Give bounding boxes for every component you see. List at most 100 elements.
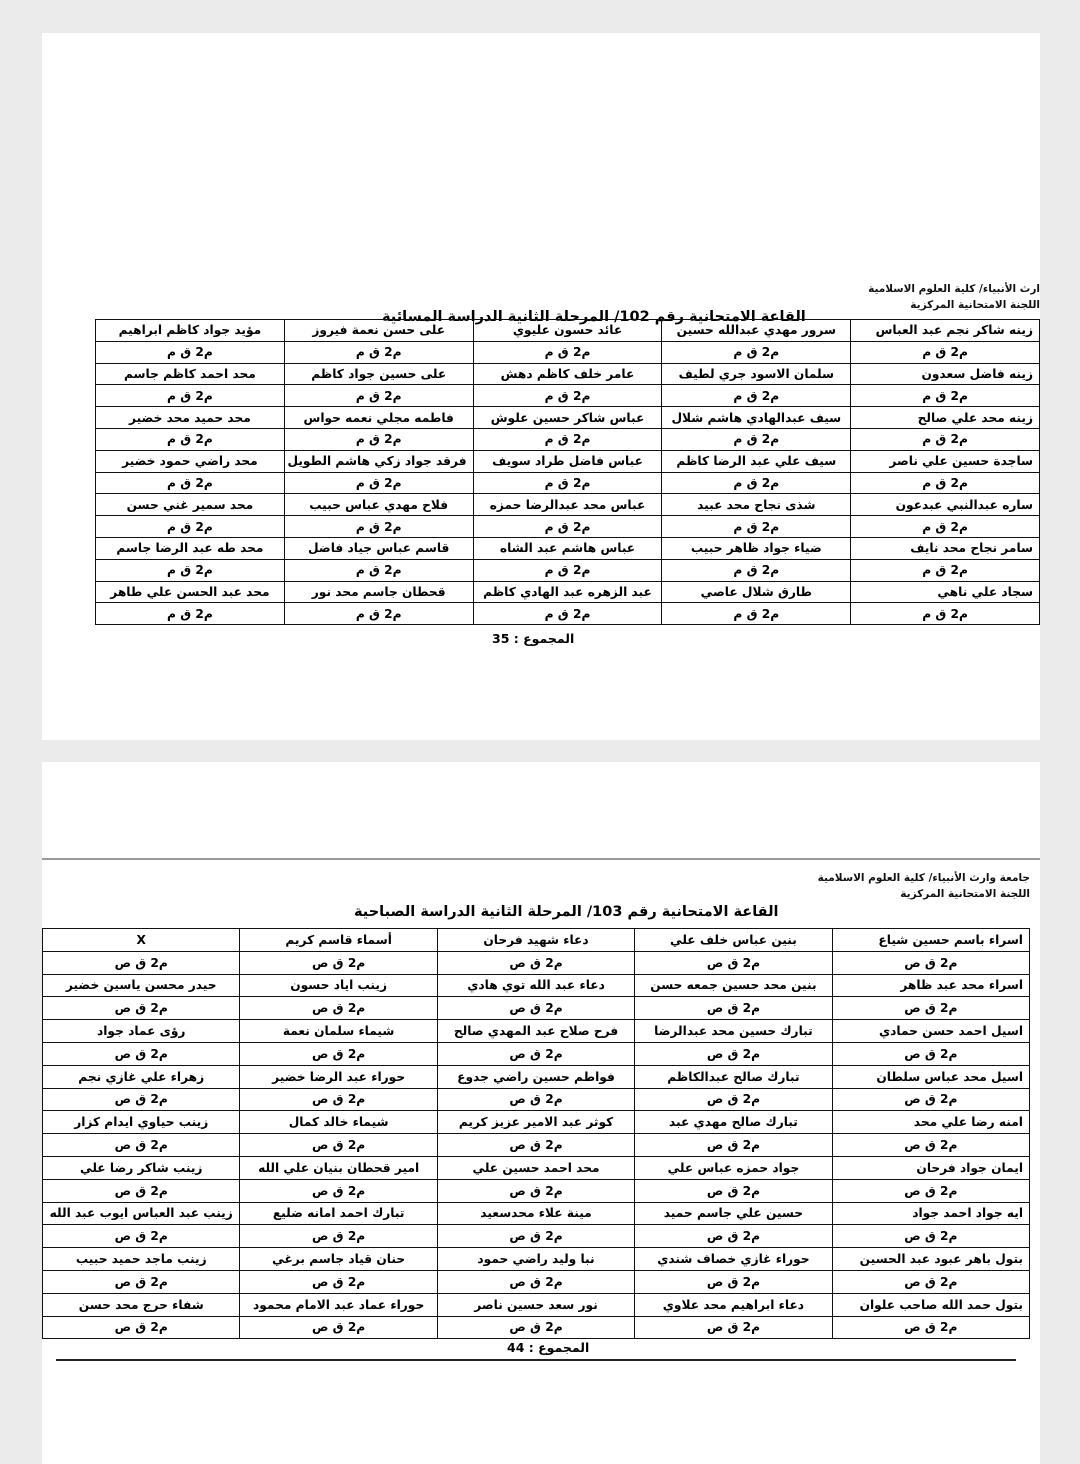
student-name: محد عبد الحسن علي طاهر xyxy=(95,580,285,604)
stage-code: م2 ق ص xyxy=(42,1087,241,1112)
student-name: شيماء سلمان نعمة xyxy=(239,1019,438,1043)
stage-code: م2 ق ص xyxy=(239,1269,438,1294)
student-name: على حسن نعمة فيروز xyxy=(283,319,474,342)
code-row: م2 ق ص م2 ق ص م2 ق ص م2 ق ص م2 ق ص xyxy=(42,1315,1031,1340)
scanned-page-hall-103: جامعة وارث الأنبياء/ كلية العلوم الاسلام… xyxy=(42,762,1040,1464)
code-row: م2 ق م م2 ق م م2 ق م م2 ق م م2 ق م xyxy=(95,558,1040,582)
stage-code: م2 ق ص xyxy=(831,1041,1031,1066)
student-name: بتول باهر عبود عبد الحسين xyxy=(831,1247,1031,1271)
stage-code: م2 ق ص xyxy=(634,1041,833,1066)
stage-code: م2 ق ص xyxy=(239,996,438,1021)
stage-code: م2 ق م xyxy=(850,427,1040,451)
stage-code: م2 ق ص xyxy=(831,1133,1031,1157)
name-row: اسراء محد عبد ظاهر بنين محد حسين جمعه حسن… xyxy=(42,973,1031,998)
stage-code: م2 ق ص xyxy=(831,1315,1031,1340)
student-name: تبارك حسين محد عبدالرضا xyxy=(634,1019,833,1043)
student-name: على حسين جواد كاظم xyxy=(283,362,474,386)
name-row: ايه جواد احمد جواد حسين علي جاسم حميد مينة… xyxy=(42,1201,1031,1226)
stage-code: م2 ق م xyxy=(850,340,1040,364)
stage-code: م2 ق م xyxy=(472,515,663,538)
stage-code: م2 ق ص xyxy=(634,1269,833,1294)
name-row: امنه رضا علي محد تبارك صالح مهدي عبد كوثر … xyxy=(42,1110,1031,1135)
stage-code: م2 ق ص xyxy=(634,996,833,1021)
student-name: اسراء محد عبد ظاهر xyxy=(831,973,1031,998)
stage-code: م2 ق ص xyxy=(634,1133,833,1157)
stage-code: م2 ق م xyxy=(472,471,663,495)
code-row: م2 ق ص م2 ق ص م2 ق ص م2 ق ص م2 ق ص xyxy=(42,1269,1031,1294)
student-name: جواد حمزه عباس علي xyxy=(634,1155,833,1180)
student-name: اسيل احمد حسن حمادي xyxy=(831,1019,1031,1043)
student-name: فرقد جواد زكي هاشم الطويل xyxy=(283,449,474,473)
code-row: م2 ق م م2 ق م م2 ق م م2 ق م م2 ق م xyxy=(95,340,1040,364)
student-name: ساجدة حسين علي ناصر xyxy=(850,449,1040,473)
student-name: امير قحطان بنيان علي الله xyxy=(239,1155,438,1180)
code-row: م2 ق ص م2 ق ص م2 ق ص م2 ق ص م2 ق ص xyxy=(42,1087,1031,1112)
student-name: عباس فاضل طراد سويف xyxy=(472,449,663,473)
stage-code: م2 ق م xyxy=(283,340,474,364)
code-row: م2 ق م م2 ق م م2 ق م م2 ق م م2 ق م xyxy=(95,384,1040,408)
student-name: محد طه عبد الرضا جاسم xyxy=(95,536,285,560)
stage-code: م2 ق ص xyxy=(239,1133,438,1157)
student-name: تبارك صالح مهدي عبد xyxy=(634,1110,833,1135)
student-name: فلاح مهدي عباس حبيب xyxy=(283,493,474,517)
student-name: نبا وليد راضي حمود xyxy=(436,1247,636,1271)
student-name: بتول حمد الله صاحب علوان xyxy=(831,1292,1031,1317)
stage-code: م2 ق ص xyxy=(239,1315,438,1340)
student-name: تبارك صالح عبدالكاظم xyxy=(634,1064,833,1089)
name-row: بتول باهر عبود عبد الحسين حوراء غازي خصاف… xyxy=(42,1247,1031,1271)
student-name: بنين محد حسين جمعه حسن xyxy=(634,973,833,998)
code-row: م2 ق م م2 ق م م2 ق م م2 ق م م2 ق م xyxy=(95,602,1040,626)
student-name: فرح صلاح عبد المهدي صالح xyxy=(436,1019,636,1043)
student-name: اسراء باسم حسين شياع xyxy=(831,928,1031,952)
stage-code: م2 ق ص xyxy=(831,996,1031,1021)
student-name: محد حميد محد خضير xyxy=(95,406,285,429)
student-name: X xyxy=(42,928,241,952)
stage-code: م2 ق ص xyxy=(831,1178,1031,1203)
student-name: كوثر عبد الامير عزيز كريم xyxy=(436,1110,636,1135)
code-row: م2 ق ص م2 ق ص م2 ق ص م2 ق ص م2 ق ص xyxy=(42,1178,1031,1203)
stage-code: م2 ق ص xyxy=(239,1224,438,1249)
stage-code: م2 ق م xyxy=(661,384,852,408)
page-edge-line xyxy=(42,858,1040,860)
student-name: حنان قياد جاسم برغي xyxy=(239,1247,438,1271)
stage-code: م2 ق م xyxy=(661,558,852,582)
student-name: امنه رضا علي محد xyxy=(831,1110,1031,1135)
code-row: م2 ق م م2 ق م م2 ق م م2 ق م م2 ق م xyxy=(95,515,1040,538)
total-count: المجموع : 44 xyxy=(507,1340,590,1355)
student-name: اسيل محد عباس سلطان xyxy=(831,1064,1031,1089)
stage-code: م2 ق م xyxy=(472,427,663,451)
stage-code: م2 ق ص xyxy=(436,1178,636,1203)
name-row: ايمان جواد فرحان جواد حمزه عباس علي محد اح… xyxy=(42,1155,1031,1180)
stage-code: م2 ق م xyxy=(850,558,1040,582)
stage-code: م2 ق م xyxy=(283,427,474,451)
stage-code: م2 ق ص xyxy=(436,1041,636,1066)
student-name: عباس هاشم عبد الشاه xyxy=(472,536,663,560)
student-name: زينب شاكر رضا علي xyxy=(42,1155,241,1180)
name-row: اسراء باسم حسين شياع بنين عباس خلف علي دعا… xyxy=(42,928,1031,952)
student-name: سلمان الاسود جري لطيف xyxy=(661,362,852,386)
stage-code: م2 ق ص xyxy=(436,1315,636,1340)
student-name: زينه شاكر نجم عبد العباس xyxy=(850,319,1040,342)
stage-code: م2 ق م xyxy=(850,602,1040,626)
name-row: بتول حمد الله صاحب علوان دعاء ابراهيم محد… xyxy=(42,1292,1031,1317)
student-name: فواطم حسين راضي جدوع xyxy=(436,1064,636,1089)
name-row: زينه فاضل سعدون سلمان الاسود جري لطيف عامر… xyxy=(95,362,1040,386)
stage-code: م2 ق م xyxy=(661,602,852,626)
stage-code: م2 ق ص xyxy=(42,1315,241,1340)
stage-code: م2 ق ص xyxy=(436,1269,636,1294)
student-name: زينه محد علي صالح xyxy=(850,406,1040,429)
stage-code: م2 ق ص xyxy=(831,950,1031,975)
hall-title: القاعة الامتحانية رقم 103/ المرحلة الثان… xyxy=(354,904,779,920)
bottom-rule xyxy=(56,1359,1016,1361)
student-name: شيماء خالد كمال xyxy=(239,1110,438,1135)
code-row: م2 ق ص م2 ق ص م2 ق ص م2 ق ص م2 ق ص xyxy=(42,1224,1031,1249)
student-name: فاطمه مجلي نعمه حواس xyxy=(283,406,474,429)
student-name: عباس محد عبدالرضا حمزه xyxy=(472,493,663,517)
student-name: ايه جواد احمد جواد xyxy=(831,1201,1031,1226)
stage-code: م2 ق ص xyxy=(239,1178,438,1203)
student-name: شذى نجاح محد عبيد xyxy=(661,493,852,517)
student-name: تبارك احمد امانه ضليع xyxy=(239,1201,438,1226)
code-row: م2 ق ص م2 ق ص م2 ق ص م2 ق ص م2 ق ص xyxy=(42,1133,1031,1157)
student-name: سجاد علي ناهي xyxy=(850,580,1040,604)
student-name: حوراء عبد الرضا خضير xyxy=(239,1064,438,1089)
